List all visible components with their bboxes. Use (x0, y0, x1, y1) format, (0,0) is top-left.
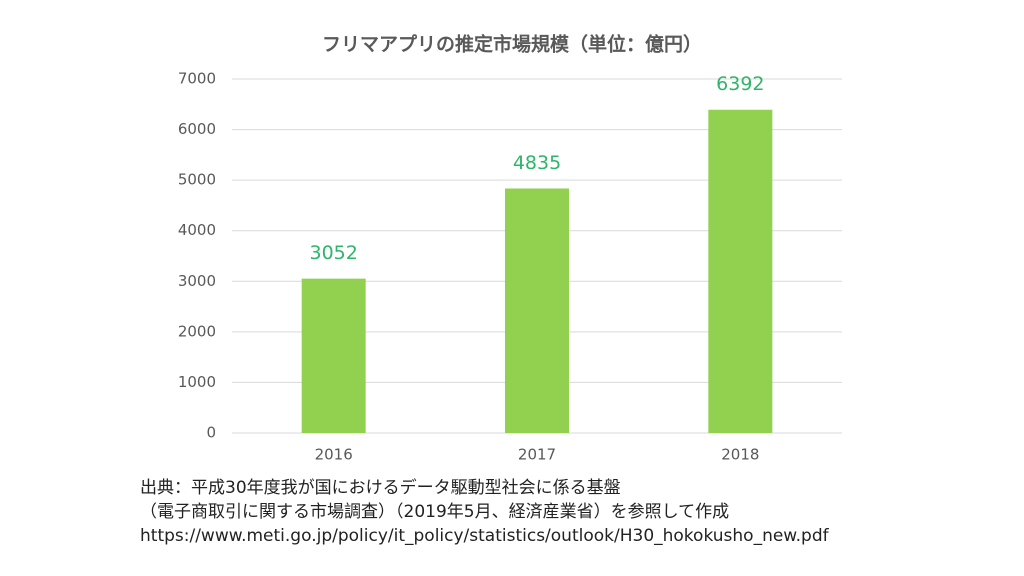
y-tick-label: 0 (206, 424, 216, 442)
source-line: （電子商取引に関する市場調査）（2019年5月、経済産業省）を参照して作成 (140, 502, 729, 522)
y-tick-label: 3000 (178, 272, 216, 290)
value-label: 6392 (716, 73, 764, 95)
value-label: 3052 (309, 242, 357, 264)
y-tick-label: 1000 (178, 373, 216, 391)
x-tick-label: 2016 (315, 446, 353, 464)
x-tick-label: 2017 (518, 446, 556, 464)
x-tick-label: 2018 (721, 446, 759, 464)
y-tick-label: 7000 (178, 70, 216, 88)
source-line: https://www.meti.go.jp/policy/it_policy/… (140, 526, 830, 546)
bar (301, 278, 366, 433)
y-tick-label: 2000 (178, 322, 216, 340)
bar (708, 109, 773, 433)
value-label: 4835 (513, 152, 561, 174)
y-tick-label: 5000 (178, 171, 216, 189)
chart-title: フリマアプリの推定市場規模（単位：億円） (322, 33, 702, 56)
bar (505, 188, 569, 433)
y-tick-label: 6000 (178, 120, 216, 138)
y-tick-label: 4000 (178, 221, 216, 239)
source-line: 出典：平成30年度我が国におけるデータ駆動型社会に係る基盤 (140, 477, 621, 498)
